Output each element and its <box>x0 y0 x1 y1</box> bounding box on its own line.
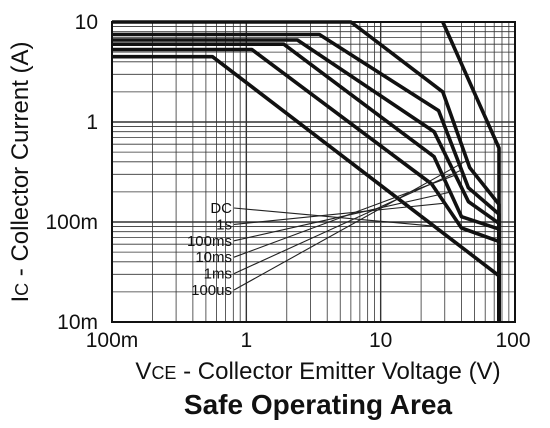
plot-frame <box>111 21 516 323</box>
curve-label: 10ms <box>195 249 232 266</box>
y-tick-label: 100m <box>45 211 98 234</box>
curve-label-leader <box>233 169 462 275</box>
curve-label-leader <box>233 202 445 225</box>
y-tick-label: 10 <box>75 11 98 34</box>
curve-label: DC <box>210 200 232 217</box>
x-tick-label: 10 <box>369 329 392 352</box>
label-leaders <box>233 159 468 291</box>
chart-title: Safe Operating Area <box>184 389 453 420</box>
y-axis-title-subscript: C <box>12 283 32 296</box>
curve-label: 100ms <box>187 233 232 250</box>
curve-label: 1s <box>216 216 232 233</box>
y-tick-label: 1 <box>86 111 98 134</box>
curve-label-leader <box>233 174 456 258</box>
y-tick-label: 10m <box>57 311 98 334</box>
curve-1ms <box>112 32 501 322</box>
x-axis-title-subscript: CE <box>151 363 176 383</box>
curve-label-leader <box>233 159 468 291</box>
x-tick-labels: 100m 1 10 100 <box>86 329 531 352</box>
curve-pulse-limit <box>441 21 501 322</box>
curve-label: 1ms <box>204 266 232 283</box>
curve-10ms <box>112 38 501 322</box>
x-tick-label: 100 <box>495 329 530 352</box>
curve-label: 100us <box>191 282 232 299</box>
x-tick-label: 100m <box>86 329 139 352</box>
y-axis-title: IC - Collector Current (A) <box>7 41 34 302</box>
y-tick-labels: 10m 100m 1 10 <box>45 11 98 334</box>
curve-label-leader <box>233 191 451 242</box>
soa-curves <box>112 20 501 322</box>
curve-label-leader <box>233 207 435 227</box>
curve-100ms <box>112 42 501 322</box>
curve-dc <box>112 54 501 322</box>
x-tick-label: 1 <box>240 329 252 352</box>
x-axis-title: VCE - Collector Emitter Voltage (V) <box>135 358 500 385</box>
